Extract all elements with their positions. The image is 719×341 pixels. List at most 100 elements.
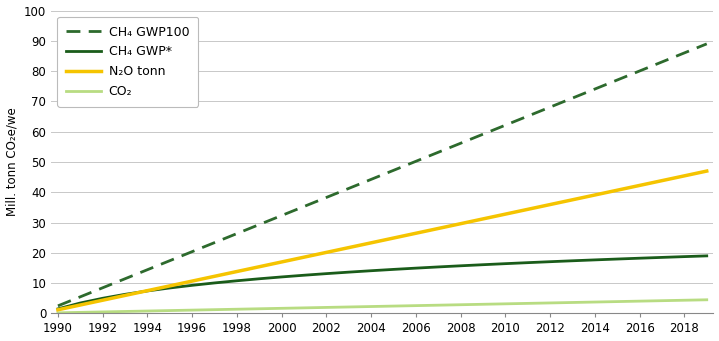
CH₄ GWP* <box>680 255 689 259</box>
CH₄ GWP100 <box>322 195 331 199</box>
N₂O tonn <box>680 174 689 178</box>
CH₄ GWP100 <box>501 123 510 127</box>
CH₄ GWP100 <box>255 222 264 226</box>
CO₂ <box>344 305 353 309</box>
CO₂ <box>210 308 219 312</box>
CH₄ GWP* <box>143 289 152 293</box>
CH₄ GWP100 <box>636 69 644 73</box>
N₂O tonn <box>278 260 286 264</box>
N₂O tonn <box>322 250 331 254</box>
N₂O tonn <box>590 193 599 197</box>
N₂O tonn <box>367 241 375 245</box>
CH₄ GWP* <box>702 254 711 258</box>
N₂O tonn <box>99 298 107 302</box>
CH₄ GWP100 <box>680 51 689 55</box>
CH₄ GWP100 <box>121 277 129 281</box>
Line: CH₄ GWP100: CH₄ GWP100 <box>58 44 707 306</box>
CO₂ <box>636 299 644 303</box>
CH₄ GWP100 <box>523 114 532 118</box>
CO₂ <box>590 300 599 304</box>
CH₄ GWP100 <box>188 250 196 254</box>
N₂O tonn <box>344 246 353 250</box>
CH₄ GWP* <box>165 286 174 290</box>
CH₄ GWP* <box>300 273 308 277</box>
CO₂ <box>523 301 532 306</box>
N₂O tonn <box>121 293 129 297</box>
CH₄ GWP100 <box>278 213 286 218</box>
CH₄ GWP* <box>457 264 465 268</box>
Line: CH₄ GWP*: CH₄ GWP* <box>58 256 707 309</box>
CO₂ <box>255 307 264 311</box>
CH₄ GWP* <box>99 296 107 300</box>
N₂O tonn <box>233 269 242 273</box>
N₂O tonn <box>457 222 465 226</box>
CH₄ GWP* <box>389 267 398 271</box>
N₂O tonn <box>188 279 196 283</box>
CH₄ GWP100 <box>658 60 667 64</box>
CH₄ GWP* <box>434 265 443 269</box>
CH₄ GWP* <box>367 269 375 273</box>
CO₂ <box>658 299 667 303</box>
N₂O tonn <box>389 236 398 240</box>
N₂O tonn <box>165 284 174 288</box>
CH₄ GWP100 <box>411 159 420 163</box>
N₂O tonn <box>434 226 443 231</box>
CH₄ GWP* <box>121 292 129 296</box>
N₂O tonn <box>54 308 63 312</box>
CO₂ <box>143 309 152 313</box>
N₂O tonn <box>210 274 219 278</box>
Y-axis label: Mill. tonn CO₂e/we: Mill. tonn CO₂e/we <box>6 108 19 216</box>
CO₂ <box>188 308 196 312</box>
CH₄ GWP100 <box>344 187 353 191</box>
Line: CO₂: CO₂ <box>58 300 707 313</box>
N₂O tonn <box>300 255 308 259</box>
CH₄ GWP* <box>636 256 644 260</box>
CH₄ GWP* <box>255 277 264 281</box>
CO₂ <box>54 311 63 315</box>
CH₄ GWP100 <box>233 232 242 236</box>
CH₄ GWP* <box>658 255 667 260</box>
N₂O tonn <box>501 212 510 216</box>
CH₄ GWP100 <box>54 304 63 308</box>
CO₂ <box>501 302 510 306</box>
CH₄ GWP* <box>322 271 331 276</box>
CH₄ GWP* <box>76 301 85 305</box>
N₂O tonn <box>76 303 85 307</box>
CO₂ <box>99 310 107 314</box>
N₂O tonn <box>702 169 711 173</box>
CO₂ <box>613 299 621 303</box>
CH₄ GWP100 <box>479 132 487 136</box>
CO₂ <box>457 303 465 307</box>
CO₂ <box>680 298 689 302</box>
CH₄ GWP* <box>546 260 554 264</box>
N₂O tonn <box>523 207 532 211</box>
CH₄ GWP100 <box>143 268 152 272</box>
N₂O tonn <box>255 265 264 269</box>
CO₂ <box>434 303 443 307</box>
CO₂ <box>389 304 398 308</box>
CH₄ GWP100 <box>613 78 621 82</box>
N₂O tonn <box>658 179 667 183</box>
CO₂ <box>568 300 577 305</box>
CH₄ GWP100 <box>210 240 219 244</box>
CO₂ <box>367 305 375 309</box>
CH₄ GWP100 <box>434 150 443 154</box>
CH₄ GWP100 <box>590 87 599 91</box>
N₂O tonn <box>143 288 152 293</box>
N₂O tonn <box>479 217 487 221</box>
CH₄ GWP100 <box>546 105 554 109</box>
CO₂ <box>702 298 711 302</box>
N₂O tonn <box>568 198 577 202</box>
CO₂ <box>121 309 129 313</box>
N₂O tonn <box>613 188 621 192</box>
CH₄ GWP100 <box>389 168 398 173</box>
Line: N₂O tonn: N₂O tonn <box>58 171 707 310</box>
CH₄ GWP* <box>344 270 353 274</box>
CH₄ GWP100 <box>702 42 711 46</box>
CO₂ <box>165 309 174 313</box>
CO₂ <box>546 301 554 305</box>
CH₄ GWP* <box>523 261 532 265</box>
CH₄ GWP100 <box>165 258 174 263</box>
CH₄ GWP* <box>278 275 286 279</box>
N₂O tonn <box>411 231 420 235</box>
